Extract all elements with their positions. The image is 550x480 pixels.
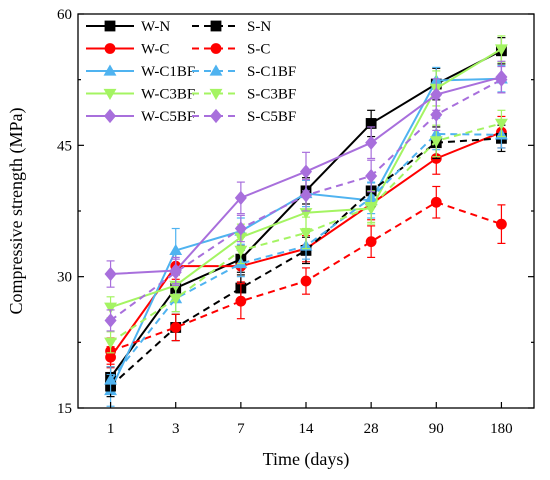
data-point <box>169 293 183 306</box>
series-S-C5BF <box>104 65 508 332</box>
x-tick-label: 7 <box>237 421 245 437</box>
data-point <box>496 218 507 230</box>
legend-item-W-C: W-C <box>86 42 169 58</box>
legend-label: W-C5BF <box>141 109 195 125</box>
legend-item-W-C1BF: W-C1BF <box>86 64 195 80</box>
y-tick-label: 60 <box>57 7 72 23</box>
data-point <box>365 236 377 248</box>
legend-item-S-C3BF: S-C3BF <box>192 87 296 103</box>
legend-label: W-C3BF <box>141 87 195 103</box>
series-S-C3BF <box>104 109 508 354</box>
y-tick-label: 45 <box>57 138 72 154</box>
y-axis-label: Compressive strength (MPa) <box>6 108 27 315</box>
data-point <box>104 266 117 282</box>
data-point <box>104 373 118 385</box>
data-point <box>299 228 313 240</box>
x-tick-label: 1 <box>107 421 115 437</box>
data-point <box>104 302 118 314</box>
legend-marker <box>209 88 223 101</box>
data-point <box>494 44 508 56</box>
x-axis-label: Time (days) <box>263 449 350 470</box>
legend-item-S-C1BF: S-C1BF <box>192 64 296 80</box>
legend-marker <box>209 64 223 76</box>
legend-marker <box>104 43 116 54</box>
legend-item-S-C5BF: S-C5BF <box>192 108 296 125</box>
data-point <box>234 190 247 205</box>
legend-item-S-C: S-C <box>192 42 270 58</box>
x-tick-label: 3 <box>172 421 180 437</box>
data-point <box>495 72 508 87</box>
data-point <box>170 322 182 333</box>
data-point <box>300 275 312 287</box>
x-tick-label: 14 <box>299 421 315 437</box>
y-tick-label: 30 <box>57 270 72 286</box>
data-point <box>104 337 118 349</box>
data-point <box>234 245 248 257</box>
data-point <box>429 136 443 148</box>
legend-marker <box>103 108 117 124</box>
legend-marker <box>210 43 222 54</box>
data-point <box>299 164 313 179</box>
legend-marker <box>104 20 116 32</box>
data-point <box>364 201 378 214</box>
axes: 1 3 7 14 28 90 180 15 30 45 60 <box>57 7 534 437</box>
legend-label: S-N <box>247 19 271 35</box>
legend-item-S-N: S-N <box>192 19 271 35</box>
legend-label: W-N <box>141 19 170 35</box>
y-tick-label: 15 <box>57 401 72 417</box>
legend-marker <box>210 20 222 32</box>
data-point <box>430 107 443 122</box>
legend-item-W-C5BF: W-C5BF <box>86 108 195 125</box>
data-point <box>169 265 182 280</box>
legend-label: S-C5BF <box>247 109 296 125</box>
x-tick-label: 180 <box>490 421 513 437</box>
legend-item-W-N: W-N <box>86 19 170 35</box>
legend-label: W-C <box>141 42 169 58</box>
data-point <box>234 221 247 236</box>
data-point <box>235 295 247 307</box>
x-tick-label: 28 <box>364 421 379 437</box>
legend-label: S-C <box>247 42 270 58</box>
data-point <box>365 168 378 184</box>
data-point <box>169 243 183 256</box>
legend-label: S-C3BF <box>247 87 296 103</box>
plot-area <box>104 35 508 407</box>
data-point <box>299 188 313 203</box>
data-point <box>494 118 508 130</box>
legend-label: S-C1BF <box>247 64 296 80</box>
legend-label: W-C1BF <box>141 64 195 80</box>
legend-marker <box>209 108 223 124</box>
legend-item-W-C3BF: W-C3BF <box>86 87 195 103</box>
data-point <box>104 313 117 328</box>
data-point <box>430 196 442 208</box>
data-point <box>365 135 378 150</box>
legend-marker <box>103 64 117 76</box>
legend: W-N W-C W-C1BF W-C3BF W-C5BF S-N S-C S-C1BF S-C3… <box>86 19 296 125</box>
x-tick-label: 90 <box>429 421 444 437</box>
legend-marker <box>103 88 117 101</box>
